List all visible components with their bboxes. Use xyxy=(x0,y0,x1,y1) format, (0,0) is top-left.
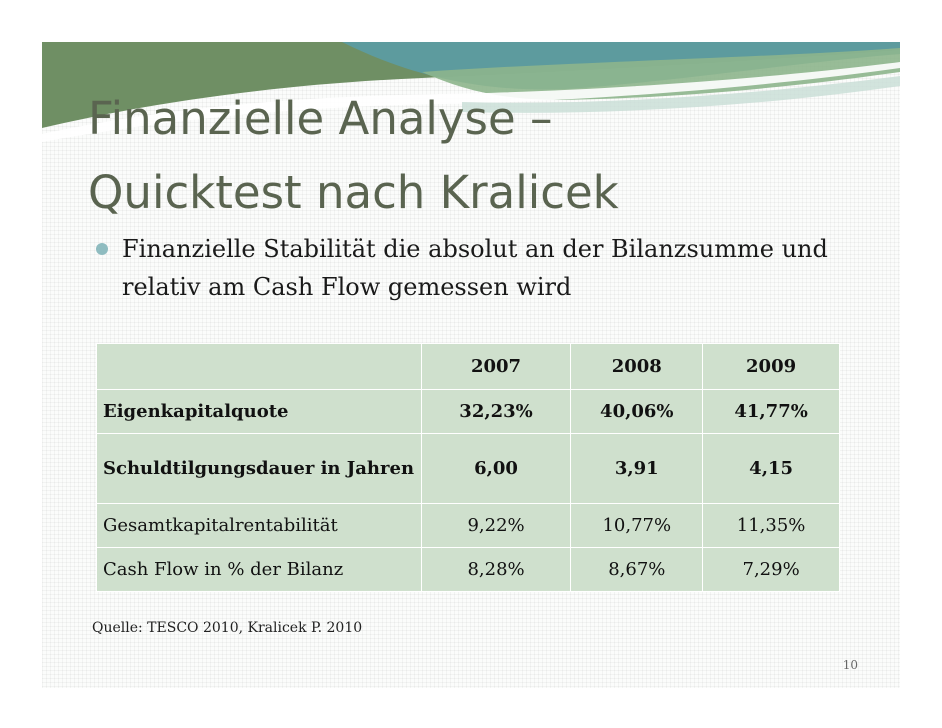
year-header: 2009 xyxy=(702,343,840,390)
row-label: Cash Flow in % der Bilanz xyxy=(96,547,422,592)
row-value: 41,77% xyxy=(702,389,840,434)
row-value: 6,00 xyxy=(420,433,572,504)
header-wave-decoration xyxy=(42,42,900,142)
row-value: 4,15 xyxy=(702,433,840,504)
table-row: Eigenkapitalquote 32,23% 40,06% 41,77% xyxy=(96,389,840,434)
slide-title: Finanzielle Analyse – Quicktest nach Kra… xyxy=(88,92,619,219)
year-header: 2007 xyxy=(420,343,572,390)
row-value: 32,23% xyxy=(420,389,572,434)
table-row: Schuldtilgungsdauer in Jahren 6,00 3,91 … xyxy=(96,433,840,504)
header-empty-cell xyxy=(96,343,422,390)
bullet-text: Finanzielle Stabilität die absolut an de… xyxy=(122,235,828,301)
bullet-point: Finanzielle Stabilität die absolut an de… xyxy=(94,230,882,306)
row-value: 40,06% xyxy=(570,389,704,434)
table-row: Gesamtkapitalrentabilität 9,22% 10,77% 1… xyxy=(96,503,840,548)
row-label: Eigenkapitalquote xyxy=(96,389,422,434)
row-value: 3,91 xyxy=(570,433,704,504)
wave-white-swoosh xyxy=(42,62,900,142)
wave-light-green xyxy=(422,48,900,100)
table-header-row: 2007 2008 2009 xyxy=(96,343,840,390)
row-value: 11,35% xyxy=(702,503,840,548)
row-label: Gesamtkapitalrentabilität xyxy=(96,503,422,548)
year-header: 2008 xyxy=(570,343,704,390)
kennzahlen-table: 2007 2008 2009 Eigenkapitalquote 32,23% … xyxy=(96,343,840,592)
row-value: 8,28% xyxy=(420,547,572,592)
row-label: Schuldtilgungsdauer in Jahren xyxy=(96,433,422,504)
wave-pale-band xyxy=(462,76,900,113)
table-row: Cash Flow in % der Bilanz 8,28% 8,67% 7,… xyxy=(96,547,840,592)
bullet-dot-icon xyxy=(96,243,108,255)
page-number: 10 xyxy=(842,658,858,672)
source-note: Quelle: TESCO 2010, Kralicek P. 2010 xyxy=(92,620,363,636)
row-value: 9,22% xyxy=(420,503,572,548)
row-value: 10,77% xyxy=(570,503,704,548)
row-value: 8,67% xyxy=(570,547,704,592)
row-value: 7,29% xyxy=(702,547,840,592)
slide: Finanzielle Analyse – Quicktest nach Kra… xyxy=(42,42,900,688)
